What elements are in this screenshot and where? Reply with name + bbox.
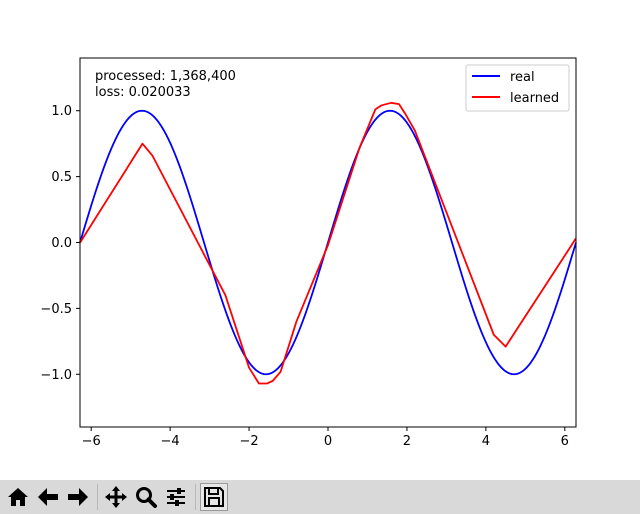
y-tick-label: 1.0 <box>51 104 72 119</box>
x-tick-label: 6 <box>561 434 569 449</box>
y-tick-label: 0.5 <box>51 170 72 185</box>
figure: −6 −4 −2 0 2 4 6 1.0 0.5 0.0 −0.5 −1.0 processed: … <box>40 57 577 449</box>
series-line-learned <box>79 101 577 385</box>
home-icon <box>8 488 28 506</box>
x-tick-label: 0 <box>324 434 332 449</box>
navigation-toolbar <box>0 480 640 514</box>
forward-button[interactable] <box>64 483 92 511</box>
x-tick-label: −2 <box>239 434 258 449</box>
x-axis: −6 −4 −2 0 2 4 6 <box>82 427 569 449</box>
floppy-disk-icon <box>204 487 224 507</box>
arrow-right-icon <box>68 488 88 506</box>
annotations: processed: 1,368,400 loss: 0.020033 <box>95 69 236 100</box>
legend-label-real: real <box>510 70 535 85</box>
x-tick-label: 4 <box>482 434 490 449</box>
x-tick-label: −4 <box>161 434 180 449</box>
processed-annotation: processed: 1,368,400 <box>95 69 236 84</box>
sliders-icon <box>167 488 185 506</box>
subplots-button[interactable] <box>162 483 190 511</box>
magnifier-icon <box>136 487 157 508</box>
x-tick-label: −6 <box>82 434 101 449</box>
save-button[interactable] <box>200 483 228 511</box>
y-tick-label: −0.5 <box>40 302 72 317</box>
legend-label-learned: learned <box>510 91 559 106</box>
zoom-button[interactable] <box>132 483 160 511</box>
y-tick-label: −1.0 <box>40 368 72 383</box>
move-icon <box>105 486 127 508</box>
toolbar-separator <box>195 484 196 510</box>
pan-button[interactable] <box>102 483 130 511</box>
toolbar-separator <box>97 484 98 510</box>
loss-annotation: loss: 0.020033 <box>95 85 191 100</box>
home-button[interactable] <box>4 483 32 511</box>
series-layer <box>79 101 577 385</box>
arrow-left-icon <box>38 488 58 506</box>
y-axis: 1.0 0.5 0.0 −0.5 −1.0 <box>40 104 80 383</box>
x-tick-label: 2 <box>403 434 411 449</box>
plot-canvas: −6 −4 −2 0 2 4 6 1.0 0.5 0.0 −0.5 −1.0 processed: … <box>40 57 577 449</box>
legend: real learned <box>465 64 570 112</box>
back-button[interactable] <box>34 483 62 511</box>
y-tick-label: 0.0 <box>51 236 72 251</box>
